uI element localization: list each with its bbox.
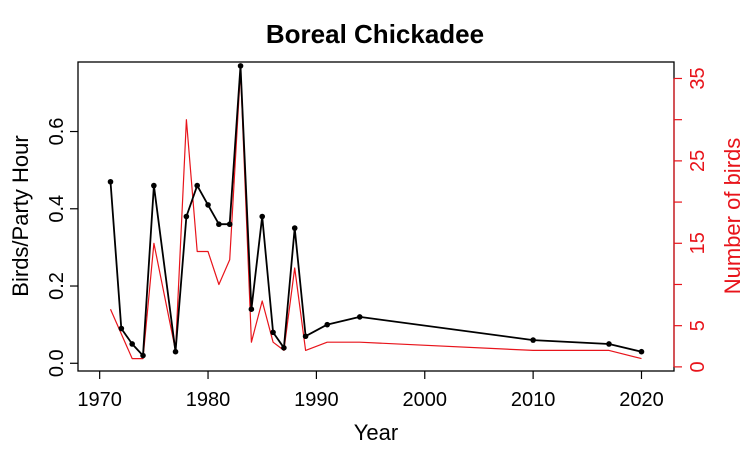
x-axis-label: Year [354, 420, 398, 445]
y-axis-right: 0 5 15 25 35 [673, 67, 709, 372]
data-point [172, 348, 179, 355]
y-tick-label-right: 15 [687, 232, 709, 254]
series-line-right [109, 69, 642, 360]
y-tick-label-right: 0 [687, 361, 709, 372]
series-line-left [109, 65, 642, 357]
data-point [356, 314, 363, 320]
data-point [270, 329, 276, 336]
y-tick-label-right: 25 [687, 150, 709, 172]
y-tick-label-left: 0.4 [46, 195, 68, 223]
data-point [302, 333, 309, 340]
y-axis-label-left: Birds/Party Hour [8, 135, 33, 296]
x-tick-label: 1980 [186, 389, 231, 411]
data-point [324, 321, 331, 328]
x-tick-label: 1970 [77, 389, 122, 411]
data-point [237, 63, 244, 69]
data-point [118, 325, 125, 332]
data-point [194, 182, 200, 189]
chart-title: Boreal Chickadee [266, 19, 484, 49]
series-group [107, 63, 645, 360]
y-tick-label-left: 0.6 [46, 118, 68, 146]
y-tick-label-right: 5 [687, 320, 709, 331]
data-point [129, 341, 135, 347]
x-tick-label: 2000 [403, 389, 448, 411]
data-point [259, 213, 266, 220]
data-point [183, 213, 190, 220]
y-tick-label-left: 0.0 [46, 349, 68, 377]
data-point [606, 341, 612, 347]
data-point [281, 345, 287, 351]
data-point [226, 221, 233, 228]
y-axis-label-right: Number of birds [720, 138, 745, 295]
data-point [140, 352, 146, 359]
data-point [291, 225, 298, 231]
plot-frame [77, 61, 675, 372]
x-tick-label: 2010 [511, 389, 556, 411]
data-point [151, 182, 157, 189]
data-point [248, 306, 255, 313]
data-point [205, 202, 211, 208]
y-axis-left: 0.0 0.2 0.4 0.6 [46, 118, 78, 377]
y-tick-label-left: 0.2 [46, 272, 68, 300]
data-point [530, 337, 536, 343]
data-point [216, 221, 222, 228]
data-point [107, 178, 114, 185]
x-tick-label: 1990 [294, 389, 339, 411]
x-axis: 1970 1980 1990 2000 2010 2020 [77, 371, 664, 411]
y-tick-label-right: 35 [687, 67, 709, 89]
data-point [638, 348, 645, 355]
x-tick-label: 2020 [619, 389, 664, 411]
